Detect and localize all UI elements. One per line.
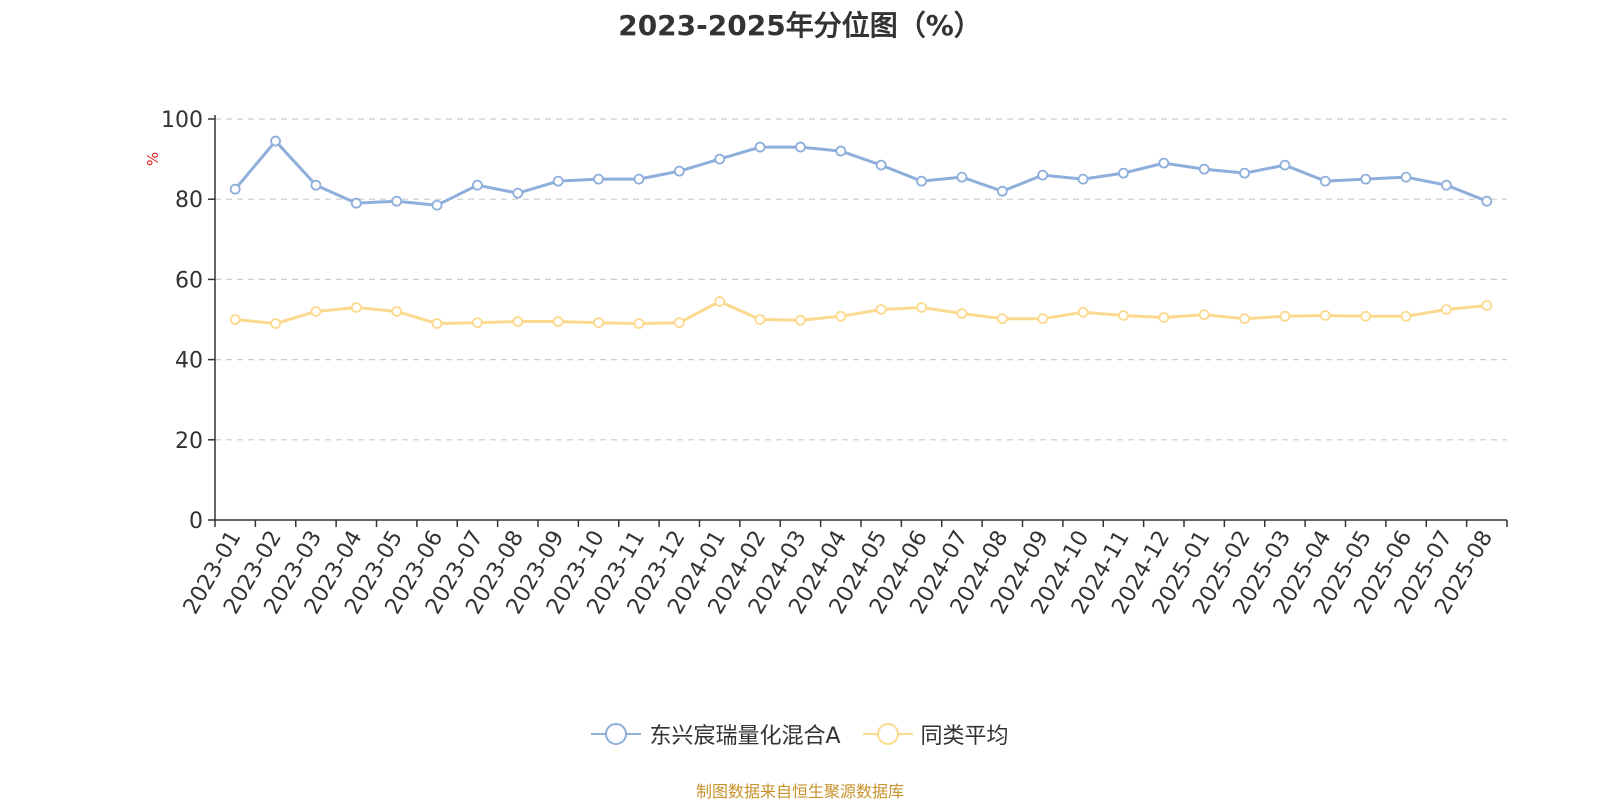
data-point (472, 317, 483, 329)
data-point (673, 165, 685, 177)
data-point (835, 145, 847, 157)
data-point (1319, 310, 1331, 321)
data-source-note: 制图数据来自恒生聚源数据库 (695, 782, 904, 801)
data-point (633, 173, 645, 185)
legend-circle-1 (605, 723, 628, 745)
data-point (916, 302, 927, 313)
y-tick-label: 100 (161, 108, 203, 133)
y-tick-label: 40 (175, 349, 203, 374)
data-point (1239, 313, 1250, 325)
data-point (350, 302, 362, 313)
legend-marker-series-1 (591, 723, 642, 745)
data-point (1360, 173, 1372, 185)
data-point (1037, 169, 1049, 181)
legend-label-series-1: 东兴宸瑞量化混合A (649, 724, 841, 749)
data-point (350, 197, 362, 209)
legend-item-series-2[interactable]: 同类平均 (862, 718, 1009, 750)
data-point (229, 183, 241, 195)
legend-label-series-2: 同类平均 (920, 724, 1009, 749)
y-tick-label: 80 (175, 188, 203, 213)
data-point (875, 304, 887, 315)
axes: 020406080100%2023-012023-022023-032023-0… (144, 108, 1508, 619)
legend-item-series-1[interactable]: 东兴宸瑞量化混合A (591, 718, 841, 750)
data-point (916, 175, 927, 187)
data-point (1118, 310, 1129, 321)
series-line-1 (233, 139, 1489, 207)
data-point (472, 179, 483, 191)
legend: 东兴宸瑞量化混合A 同类平均 (0, 718, 1600, 750)
data-point (1239, 167, 1250, 179)
legend-circle-2 (876, 723, 899, 745)
data-point (310, 306, 322, 317)
series (229, 135, 1493, 329)
data-point (270, 135, 281, 147)
data-point (673, 317, 685, 329)
data-point (512, 316, 524, 327)
data-point (593, 317, 604, 329)
data-point (956, 171, 968, 183)
data-point (1158, 312, 1170, 323)
data-point (1481, 300, 1493, 311)
data-point (1037, 313, 1049, 325)
data-point (431, 318, 443, 329)
data-point (754, 141, 766, 153)
data-point (552, 316, 564, 327)
legend-marker-series-2 (862, 723, 913, 745)
data-point (1441, 179, 1452, 191)
data-point (1118, 167, 1129, 179)
data-point (1158, 157, 1170, 169)
data-point (1481, 195, 1493, 207)
data-point (754, 314, 766, 325)
data-point (633, 318, 645, 329)
data-point (795, 314, 806, 326)
y-tick-label: 60 (175, 268, 203, 293)
data-point (1400, 310, 1412, 322)
data-point (1441, 304, 1452, 315)
data-point (391, 306, 403, 317)
data-point (391, 195, 403, 207)
data-point (1198, 309, 1210, 321)
data-point (431, 199, 443, 211)
data-point (310, 179, 322, 191)
data-point (1319, 175, 1331, 187)
data-point (996, 313, 1008, 325)
data-point (714, 296, 726, 307)
series-line-2 (233, 299, 1489, 326)
series-2 (229, 296, 1493, 329)
data-point (1198, 163, 1210, 175)
data-point (270, 318, 281, 329)
data-point (1400, 171, 1412, 183)
data-point (795, 141, 806, 153)
data-point (1279, 159, 1291, 171)
data-point (956, 308, 968, 319)
grid-lines (215, 118, 1507, 441)
y-tick-label: 20 (175, 429, 203, 454)
series-1 (229, 135, 1493, 211)
data-point (996, 185, 1008, 197)
data-point (714, 153, 726, 165)
data-point (1279, 310, 1291, 322)
y-axis-label: % (144, 152, 162, 166)
chart-title: 2023-2025年分位图（%） (618, 9, 982, 42)
y-tick-label: 0 (189, 509, 203, 534)
data-point (835, 310, 847, 322)
data-point (1077, 173, 1089, 185)
data-point (875, 159, 887, 171)
data-point (229, 314, 241, 325)
data-point (552, 175, 564, 187)
data-point (1360, 310, 1372, 322)
data-point (1077, 306, 1089, 318)
data-point (512, 187, 524, 199)
data-point (593, 173, 604, 185)
